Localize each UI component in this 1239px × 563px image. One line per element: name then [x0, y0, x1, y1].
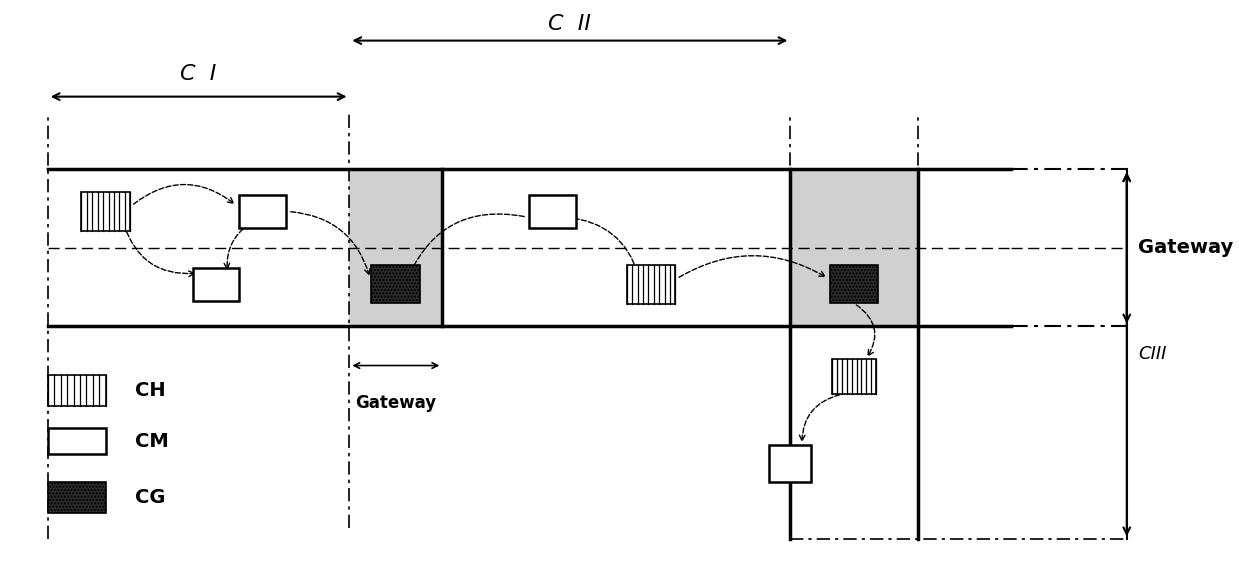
Bar: [48, 376, 105, 406]
Bar: [372, 265, 420, 303]
Bar: [833, 359, 876, 394]
Bar: [627, 265, 675, 304]
Text: C  II: C II: [549, 14, 591, 34]
Bar: [830, 265, 878, 303]
Text: Gateway: Gateway: [356, 394, 436, 412]
Bar: [82, 192, 130, 231]
Text: C  I: C I: [181, 64, 217, 84]
Bar: [790, 169, 918, 327]
Text: CG: CG: [135, 488, 165, 507]
Bar: [529, 195, 576, 227]
Bar: [48, 482, 105, 512]
Text: Gateway: Gateway: [1139, 238, 1234, 257]
Bar: [349, 169, 442, 327]
Bar: [769, 445, 812, 482]
Text: CIII: CIII: [1139, 345, 1167, 363]
Bar: [193, 268, 239, 301]
Text: CH: CH: [135, 381, 166, 400]
Bar: [239, 195, 286, 227]
Bar: [48, 428, 105, 454]
Text: CM: CM: [135, 432, 169, 450]
